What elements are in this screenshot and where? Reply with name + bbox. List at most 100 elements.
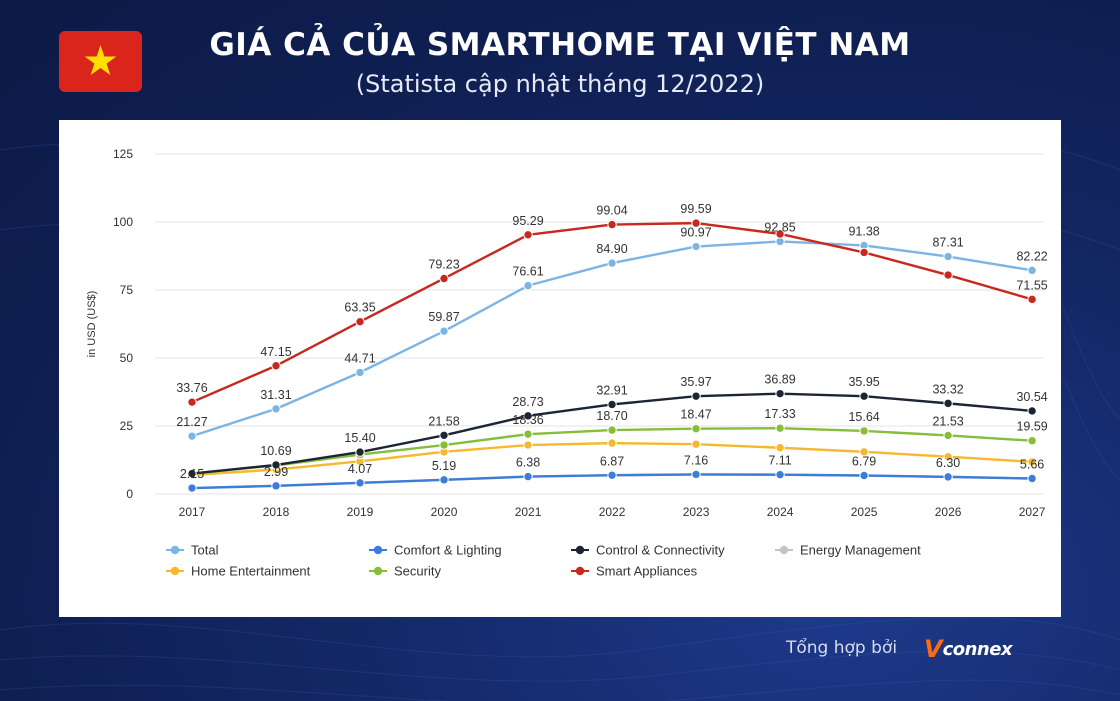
data-point-smart-appliances xyxy=(355,316,365,327)
data-label-security: 17.33 xyxy=(764,407,795,421)
data-point-control-connectivity xyxy=(775,388,785,399)
data-point-smart-appliances xyxy=(523,230,533,240)
data-label-energy-management: 6.38 xyxy=(516,456,540,470)
data-label-energy-management: 2.99 xyxy=(264,465,288,479)
data-label-total: 21.27 xyxy=(176,415,207,429)
vconnex-logo: V connex xyxy=(924,635,1013,663)
data-point-comfort-lighting xyxy=(943,472,953,482)
y-tick-label: 75 xyxy=(120,283,134,297)
y-tick-label: 0 xyxy=(126,487,133,501)
data-point-security xyxy=(607,425,617,435)
legend-swatch-marker xyxy=(575,566,585,576)
data-point-comfort-lighting xyxy=(1027,473,1037,484)
credit-text: Tổng hợp bởi xyxy=(786,638,898,658)
data-label-total: 87.31 xyxy=(932,236,963,250)
data-point-comfort-lighting xyxy=(523,471,533,482)
legend-swatch-marker xyxy=(170,545,180,555)
data-point-home-entertainment xyxy=(943,452,953,462)
y-tick-label: 125 xyxy=(113,147,133,161)
data-point-control-connectivity xyxy=(187,468,197,479)
data-point-smart-appliances xyxy=(691,218,701,228)
y-tick-label: 100 xyxy=(113,215,133,229)
data-point-security xyxy=(691,424,701,434)
flag-star-icon xyxy=(84,45,117,75)
data-label-security: 19.59 xyxy=(1016,420,1047,434)
x-tick-label: 2021 xyxy=(515,505,542,519)
data-point-home-entertainment xyxy=(691,439,701,449)
data-label-control-connectivity: 21.58 xyxy=(428,414,459,428)
data-point-security xyxy=(943,430,953,441)
data-point-security xyxy=(523,429,533,439)
data-label-total: 76.61 xyxy=(512,265,543,279)
data-label-control-connectivity: 15.40 xyxy=(344,431,375,445)
x-tick-label: 2022 xyxy=(599,505,626,519)
data-label-smart-appliances: 99.59 xyxy=(680,202,711,216)
page-subtitle: (Statista cập nhật tháng 12/2022) xyxy=(355,70,765,98)
data-point-home-entertainment xyxy=(607,438,617,448)
data-point-home-entertainment xyxy=(859,447,869,457)
data-point-control-connectivity xyxy=(1027,406,1037,416)
data-point-control-connectivity xyxy=(691,391,701,401)
legend-swatch-marker xyxy=(575,545,585,555)
data-point-total xyxy=(607,258,617,268)
data-label-control-connectivity: 28.73 xyxy=(512,395,543,409)
data-label-total: 84.90 xyxy=(596,242,627,256)
data-label-control-connectivity: 35.95 xyxy=(848,375,879,389)
data-label-control-connectivity: 30.54 xyxy=(1016,390,1047,404)
data-label-energy-management: 5.66 xyxy=(1020,458,1044,472)
page-title: GIÁ CẢ CỦA SMARTHOME TẠI VIỆT NAM xyxy=(209,27,911,63)
x-tick-label: 2027 xyxy=(1019,505,1046,519)
y-tick-label: 25 xyxy=(120,419,134,433)
data-label-energy-management: 7.16 xyxy=(684,454,708,468)
data-label-energy-management: 7.11 xyxy=(768,454,791,468)
data-label-security: 15.64 xyxy=(848,410,879,424)
data-label-energy-management: 5.19 xyxy=(432,459,456,473)
data-label-smart-appliances: 47.15 xyxy=(260,345,291,359)
data-point-smart-appliances xyxy=(1027,294,1037,305)
vietnam-flag-icon xyxy=(59,31,142,92)
data-point-total xyxy=(691,241,701,252)
legend-label: Energy Management xyxy=(800,543,921,558)
legend-label: Total xyxy=(191,543,219,558)
data-point-comfort-lighting xyxy=(691,469,701,480)
data-label-smart-appliances: 71.55 xyxy=(1016,278,1047,292)
vconnex-logo-mark: V xyxy=(924,635,943,663)
data-point-total xyxy=(271,404,281,414)
data-label-total: 59.87 xyxy=(428,310,459,324)
legend-swatch-marker xyxy=(373,545,383,555)
x-tick-label: 2023 xyxy=(683,505,710,519)
data-point-smart-appliances xyxy=(187,397,197,407)
data-point-total xyxy=(523,280,533,291)
data-point-smart-appliances xyxy=(439,273,449,284)
legend-swatch-marker xyxy=(779,545,789,555)
data-label-security: 18.70 xyxy=(596,409,627,423)
data-point-control-connectivity xyxy=(439,430,449,441)
legend-label: Control & Connectivity xyxy=(596,543,725,558)
legend-swatch-marker xyxy=(373,566,383,576)
y-axis-label: in USD (US$) xyxy=(86,291,98,358)
data-point-total xyxy=(355,367,365,378)
data-label-security: 21.53 xyxy=(932,414,963,428)
data-label-total: 82.22 xyxy=(1016,249,1047,263)
chart-card: 0 25 50 75 100 125 in USD (US$) 2017 2018 2019 202… xyxy=(59,120,1061,617)
data-label-smart-appliances: 99.04 xyxy=(596,204,627,218)
data-point-home-entertainment xyxy=(1027,457,1037,467)
x-tick-label: 2026 xyxy=(935,505,962,519)
legend-label: Comfort & Lighting xyxy=(394,543,502,558)
data-point-home-entertainment xyxy=(775,443,785,453)
x-tick-label: 2024 xyxy=(767,505,794,519)
data-point-security xyxy=(1027,436,1037,446)
x-tick-label: 2017 xyxy=(179,505,206,519)
y-tick-label: 50 xyxy=(120,351,134,365)
data-point-smart-appliances xyxy=(775,229,785,239)
data-label-control-connectivity: 32.91 xyxy=(596,383,627,397)
data-point-security xyxy=(859,426,869,436)
data-label-security: 18.47 xyxy=(680,408,711,422)
legend-swatch-marker xyxy=(170,566,180,576)
data-point-total xyxy=(943,251,953,262)
legend-label: Smart Appliances xyxy=(596,564,698,579)
data-label-smart-appliances: 79.23 xyxy=(428,257,459,271)
data-point-comfort-lighting xyxy=(271,481,281,491)
data-label-total: 44.71 xyxy=(344,351,375,365)
data-label-control-connectivity: 33.32 xyxy=(932,382,963,396)
